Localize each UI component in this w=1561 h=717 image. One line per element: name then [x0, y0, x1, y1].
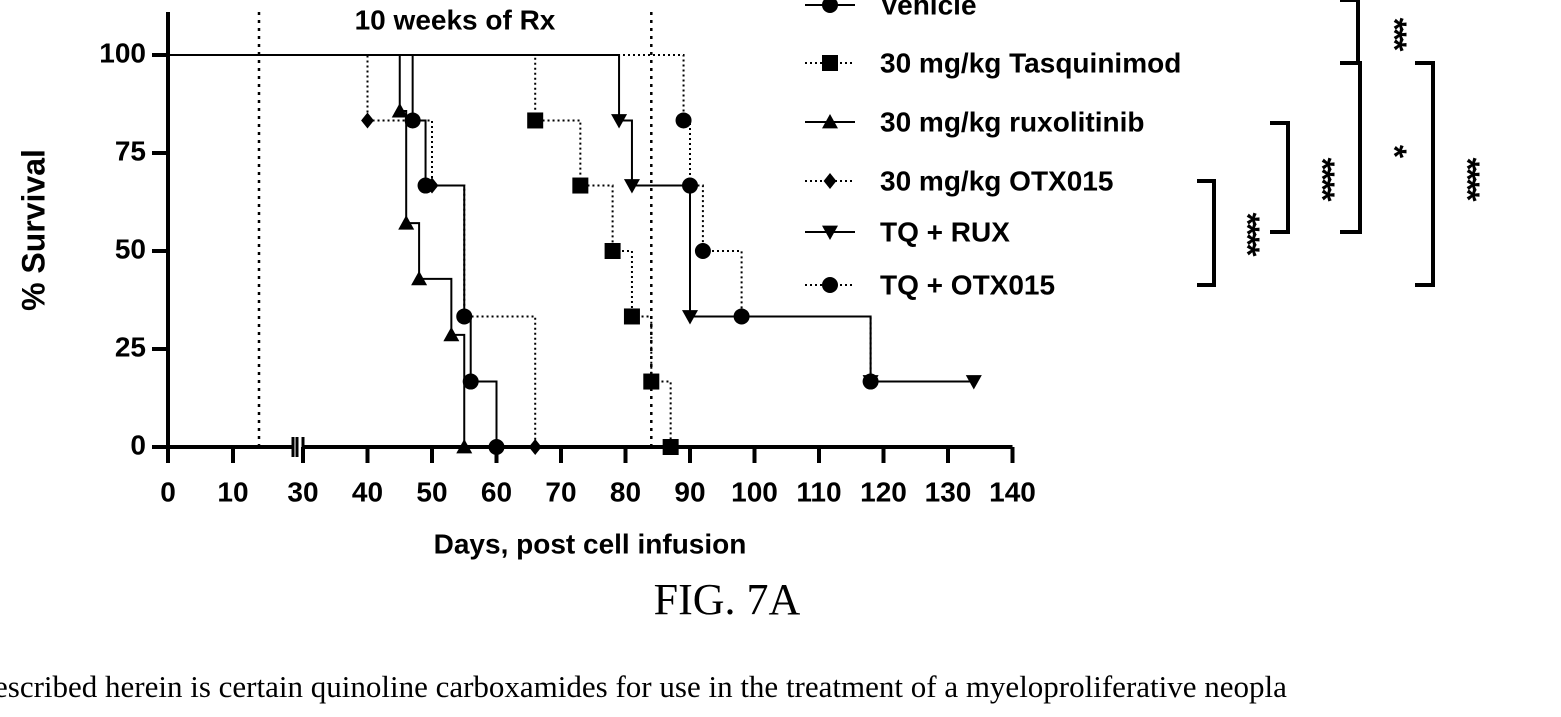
figure-label: FIG. 7A: [654, 575, 801, 624]
x-tick-label: 130: [925, 476, 972, 507]
x-tick-label: 110: [796, 476, 841, 507]
legend-label: 30 mg/kg ruxolitinib: [880, 106, 1144, 137]
x-tick-label: 10: [217, 476, 248, 507]
legend-label: TQ + OTX015: [880, 269, 1055, 300]
x-tick-label: 0: [160, 476, 176, 507]
significance: ****: [1448, 158, 1486, 203]
bracket: [1197, 181, 1214, 285]
marker: [572, 178, 588, 194]
marker: [695, 243, 711, 259]
survival-curve: [168, 55, 535, 447]
significance: *: [1375, 145, 1413, 159]
marker: [605, 243, 621, 259]
marker: [822, 0, 838, 13]
legend-label: Vehicle: [880, 0, 977, 20]
y-tick-label: 100: [99, 37, 146, 68]
x-tick-label: 50: [416, 476, 447, 507]
x-axis-label: Days, post cell infusion: [434, 528, 747, 559]
legend-label: 30 mg/kg Tasquinimod: [880, 47, 1181, 78]
marker: [643, 374, 659, 390]
y-tick-label: 50: [115, 233, 146, 264]
marker: [676, 112, 692, 128]
bracket: [1270, 123, 1288, 232]
bracket: [1415, 63, 1433, 285]
marker: [822, 277, 838, 293]
marker: [863, 374, 879, 390]
annotation: 10 weeks of Rx: [355, 4, 556, 35]
survival-curve: [168, 55, 871, 382]
x-tick-label: 60: [481, 476, 512, 507]
marker: [361, 112, 374, 128]
x-tick-label: 90: [674, 476, 705, 507]
x-tick-label: 80: [610, 476, 641, 507]
legend-label: 30 mg/kg OTX015: [880, 165, 1113, 196]
significance: ***: [1375, 18, 1413, 52]
marker: [663, 439, 679, 455]
marker: [624, 308, 640, 324]
x-tick-label: 100: [731, 476, 778, 507]
legend-label: TQ + RUX: [880, 216, 1010, 247]
significance: ****: [1303, 158, 1341, 203]
marker: [529, 439, 542, 455]
x-tick-label: 140: [989, 476, 1036, 507]
marker: [824, 173, 837, 189]
survival-curve: [168, 55, 497, 447]
y-tick-label: 75: [115, 135, 146, 166]
x-tick-label: 120: [860, 476, 907, 507]
x-tick-label: 70: [545, 476, 576, 507]
marker: [489, 439, 505, 455]
marker: [822, 55, 838, 71]
body-text: escribed herein is certain quinoline car…: [0, 669, 1287, 704]
x-tick-label: 30: [287, 476, 318, 507]
bracket: [1340, 0, 1358, 63]
marker: [734, 308, 750, 324]
survival-curve: [168, 55, 464, 447]
bracket: [1340, 63, 1360, 232]
y-tick-label: 25: [115, 331, 146, 362]
marker: [682, 178, 698, 194]
marker: [527, 112, 543, 128]
x-tick-label: 40: [352, 476, 383, 507]
y-axis-label: % Survival: [15, 149, 51, 311]
significance: ****: [1228, 213, 1266, 258]
y-tick-label: 0: [130, 429, 146, 460]
survival-curve: [168, 55, 974, 382]
